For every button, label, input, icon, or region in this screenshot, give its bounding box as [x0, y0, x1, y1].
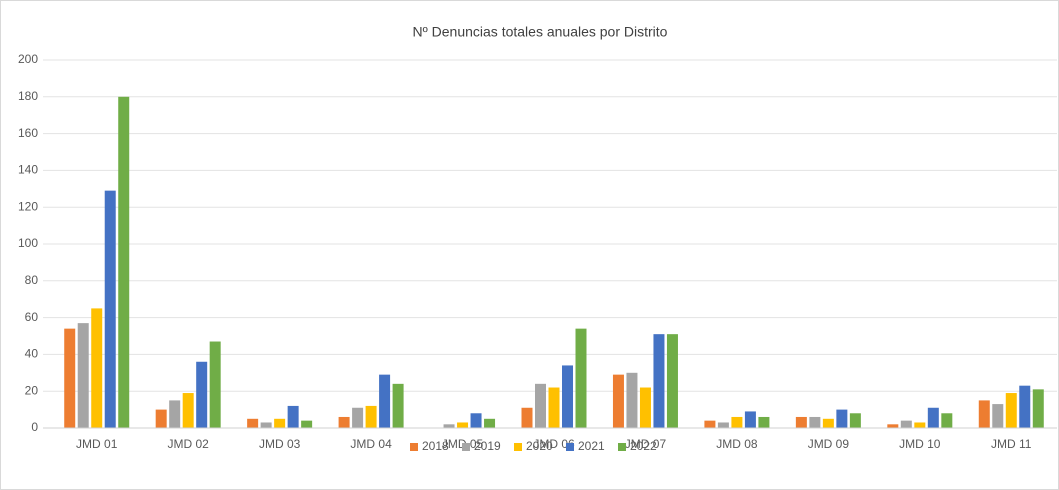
bar	[155, 409, 167, 428]
x-tick-label: JMD 06	[533, 437, 575, 451]
bar	[1005, 393, 1017, 428]
bar	[914, 422, 926, 428]
bar	[169, 400, 181, 428]
legend-swatch	[462, 443, 470, 451]
bar	[379, 374, 391, 428]
bar	[992, 404, 1004, 428]
legend-label: 2019	[474, 439, 501, 453]
x-tick-label: JMD 08	[716, 437, 758, 451]
bar	[535, 383, 546, 428]
bar	[612, 374, 624, 428]
legend-label: 2018	[422, 439, 449, 453]
bar	[704, 420, 716, 428]
bar	[91, 308, 103, 428]
bar	[809, 416, 821, 428]
bar	[626, 372, 638, 428]
x-tick-label: JMD 11	[991, 437, 1032, 451]
y-tick-label: 20	[25, 383, 39, 397]
x-tick-label: JMD 01	[76, 437, 118, 451]
y-tick-label: 180	[18, 89, 38, 103]
bar	[1019, 385, 1031, 428]
bar	[521, 407, 533, 428]
bar	[548, 387, 560, 428]
bar	[352, 407, 364, 428]
y-tick-label: 100	[18, 236, 38, 250]
bar	[77, 323, 89, 428]
bar	[209, 341, 221, 428]
chart-title: Nº Denuncias totales anuales por Distrit…	[413, 24, 668, 40]
bar	[731, 416, 743, 428]
bar	[182, 393, 194, 428]
bar	[1032, 389, 1044, 428]
bar	[941, 413, 953, 428]
bar	[758, 416, 770, 428]
legend-swatch	[618, 443, 626, 451]
legend-swatch	[514, 443, 522, 451]
legend-swatch	[566, 443, 574, 451]
bar	[653, 334, 665, 428]
x-tick-label: JMD 02	[168, 437, 210, 451]
bar	[887, 424, 899, 428]
bar	[744, 411, 756, 428]
y-tick-label: 60	[25, 310, 39, 324]
bar	[978, 400, 990, 428]
bar	[484, 418, 496, 428]
bar	[287, 405, 299, 428]
y-tick-label: 160	[18, 126, 38, 140]
y-tick-label: 40	[25, 347, 39, 361]
bar	[666, 334, 678, 428]
legend-swatch	[410, 443, 418, 451]
bar	[470, 413, 482, 428]
y-tick-label: 200	[18, 52, 38, 66]
bar	[274, 418, 286, 428]
bar	[717, 422, 729, 428]
bar	[927, 407, 939, 428]
y-tick-label: 140	[18, 163, 38, 177]
bar	[338, 416, 350, 428]
x-tick-label: JMD 04	[350, 437, 392, 451]
bar	[562, 365, 573, 428]
bar	[836, 409, 848, 428]
bar	[639, 387, 651, 428]
x-tick-label: JMD 03	[259, 437, 301, 451]
y-tick-label: 120	[18, 199, 38, 213]
bar	[822, 418, 834, 428]
x-tick-label: JMD 07	[625, 437, 667, 451]
bar	[900, 420, 912, 428]
bar	[849, 413, 861, 428]
x-tick-label: JMD 10	[899, 437, 941, 451]
bar	[64, 328, 76, 428]
bar	[260, 422, 272, 428]
bar	[457, 422, 469, 428]
bar	[575, 328, 587, 428]
bar	[104, 190, 116, 428]
x-tick-label: JMD 09	[808, 437, 850, 451]
bar	[392, 383, 404, 428]
bar	[247, 418, 259, 428]
legend-label: 2021	[578, 439, 605, 453]
legend-label: 2020	[526, 439, 553, 453]
bar	[196, 361, 208, 428]
bar	[365, 405, 377, 428]
legend-label: 2022	[630, 439, 657, 453]
y-tick-label: 0	[31, 420, 38, 434]
bar	[795, 416, 807, 428]
bar	[301, 420, 313, 428]
bar	[443, 424, 455, 428]
bar	[118, 96, 130, 429]
y-tick-label: 80	[25, 273, 39, 287]
